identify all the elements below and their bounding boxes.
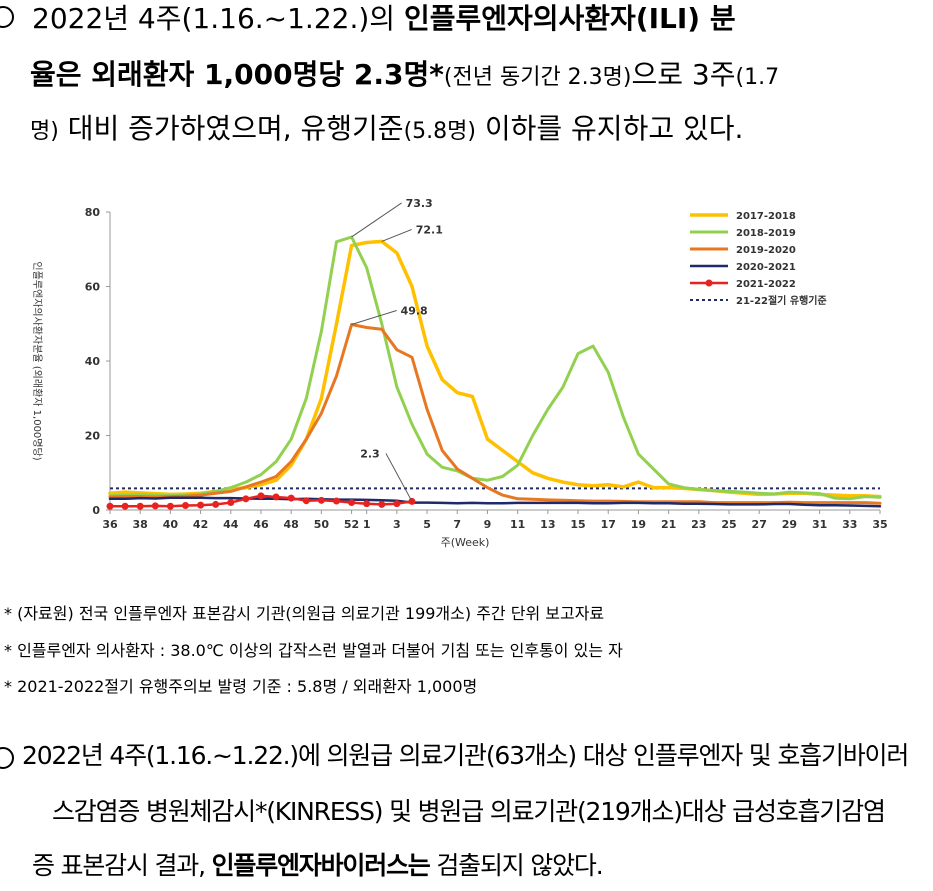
series-point-2021-2022	[197, 501, 205, 509]
bullet-circle-icon	[0, 6, 14, 28]
p2-line3-b: 인플루엔자바이러스는	[211, 851, 431, 880]
x-tick-label: 27	[752, 518, 767, 531]
series-line-2018-2019	[108, 235, 882, 501]
p1-line3-plain: 대비 증가하였으며, 유행기준	[58, 112, 404, 145]
x-tick-label: 35	[872, 518, 887, 531]
x-tick-label: 48	[284, 518, 299, 531]
legend-label: 2017-2018	[736, 211, 796, 222]
p1-line2-plain: 으로 3주	[631, 58, 736, 91]
legend-label: 21-22절기 유행기준	[736, 294, 827, 307]
x-tick-label: 31	[812, 518, 827, 531]
paragraph-2-line-3: 증 표본감시 결과, 인플루엔자바이러스는 검출되지 않았다.	[32, 849, 604, 883]
p1-line1-plain: 2022년 4주(1.16.~1.22.)의	[32, 2, 404, 35]
y-tick-label: 80	[85, 206, 101, 219]
legend-label: 2020-2021	[736, 262, 796, 273]
series-point-2021-2022	[348, 499, 356, 507]
paragraph-2-line-1: 2022년 4주(1.16.~1.22.)에 의원급 의료기관(63개소) 대상…	[22, 741, 909, 770]
p1-line3-small2: (5.8명)	[403, 119, 476, 144]
paragraph-2-line-2: 스감염증 병원체감시*(KINRESS) 및 병원급 의료기관(219개소)대상…	[52, 797, 886, 826]
legend-label: 2021-2022	[736, 279, 796, 290]
series-point-2021-2022	[332, 497, 340, 505]
annotation-label: 2.3	[360, 447, 380, 460]
x-tick-label: 40	[163, 518, 179, 531]
y-tick-label: 0	[92, 504, 100, 517]
annotation-leader	[385, 453, 413, 502]
x-tick-label: 25	[721, 518, 736, 531]
note-threshold: * 2021-2022절기 유행주의보 발령 기준 : 5.8명 / 외래환자 …	[4, 677, 478, 696]
x-tick-label: 36	[102, 518, 118, 531]
legend-marker	[705, 279, 713, 287]
x-tick-label: 13	[540, 518, 555, 531]
paragraph-1-line-2: 율은 외래환자 1,000명당 2.3명*(전년 동기간 2.3명)으로 3주(…	[30, 58, 779, 95]
series-point-2021-2022	[363, 500, 371, 508]
series-point-2021-2022	[212, 500, 220, 508]
p1-line2-small: (전년 동기간 2.3명)	[443, 65, 632, 90]
series-point-2021-2022	[287, 494, 295, 502]
y-tick-label: 20	[85, 430, 101, 443]
series-point-2021-2022	[242, 495, 250, 503]
x-tick-label: 3	[393, 518, 401, 531]
x-tick-label: 19	[631, 518, 646, 531]
x-tick-label: 33	[842, 518, 857, 531]
note-definition: * 인플루엔자 의사환자 : 38.0℃ 이상의 갑작스런 발열과 더불어 기침…	[4, 641, 623, 660]
x-tick-label: 5	[423, 518, 431, 531]
x-tick-label: 50	[314, 518, 330, 531]
legend-label: 2019-2020	[736, 245, 796, 256]
annotation-label: 73.3	[406, 197, 433, 210]
x-tick-label: 7	[453, 518, 461, 531]
x-tick-label: 42	[193, 518, 208, 531]
x-tick-label: 11	[510, 518, 525, 531]
x-tick-label: 52	[344, 518, 359, 531]
p1-line3-small: 명)	[30, 119, 59, 144]
series-point-2021-2022	[257, 492, 265, 500]
annotation-label: 72.1	[416, 223, 443, 236]
p1-line2-small2: (1.7	[735, 65, 780, 90]
annotation-leader	[351, 202, 402, 238]
x-tick-label: 23	[691, 518, 706, 531]
series-point-2021-2022	[272, 493, 280, 501]
x-tick-label: 17	[601, 518, 616, 531]
x-tick-label: 9	[484, 518, 492, 531]
x-tick-label: 44	[223, 518, 239, 531]
p2-line3-c: 검출되지 않았다.	[429, 851, 603, 880]
y-tick-label: 40	[85, 355, 101, 368]
series-point-2021-2022	[378, 500, 386, 508]
paragraph-1-line-3: 명) 대비 증가하였으며, 유행기준(5.8명) 이하를 유지하고 있다.	[30, 112, 743, 149]
x-tick-label: 1	[363, 518, 371, 531]
series-point-2021-2022	[166, 502, 174, 510]
series-point-2021-2022	[317, 496, 325, 504]
x-tick-label: 38	[133, 518, 148, 531]
p1-line2-bold: 율은 외래환자 1,000명당 2.3명*	[30, 58, 444, 91]
annotation-label: 49.8	[401, 304, 428, 317]
bullet-circle-icon	[0, 747, 14, 769]
series-point-2021-2022	[181, 502, 189, 510]
p1-line1-bold: 인플루엔자의사환자(ILI) 분	[403, 2, 736, 35]
x-tick-label: 29	[782, 518, 797, 531]
series-point-2021-2022	[136, 502, 144, 510]
y-axis-label: 인플루엔자의사환자분율 (외래환자 1,000명당)	[31, 261, 43, 460]
x-tick-label: 21	[661, 518, 676, 531]
p1-line3-plain2: 이하를 유지하고 있다.	[475, 112, 744, 145]
series-line-2020-2021	[108, 496, 882, 508]
x-tick-label: 15	[570, 518, 585, 531]
x-axis-label: 주(Week)	[441, 536, 490, 549]
p2-line3-a: 증 표본감시 결과,	[32, 851, 212, 880]
series-point-2021-2022	[227, 499, 235, 507]
annotation-leader	[381, 228, 412, 242]
series-point-2021-2022	[151, 502, 159, 510]
series-line-2019-2020	[108, 323, 882, 505]
series-point-2021-2022	[393, 500, 401, 508]
x-tick-label: 46	[253, 518, 269, 531]
series-point-2021-2022	[121, 502, 129, 510]
annotation-leader	[351, 310, 397, 325]
y-tick-label: 60	[85, 281, 101, 294]
legend-label: 2018-2019	[736, 228, 796, 239]
series-point-2021-2022	[302, 497, 310, 505]
note-source: * (자료원) 전국 인플루엔자 표본감시 기관(의원급 의료기관 199개소)…	[4, 604, 605, 623]
series-point-2021-2022	[106, 502, 114, 510]
paragraph-1-line-1: 2022년 4주(1.16.~1.22.)의 인플루엔자의사환자(ILI) 분	[32, 2, 736, 36]
